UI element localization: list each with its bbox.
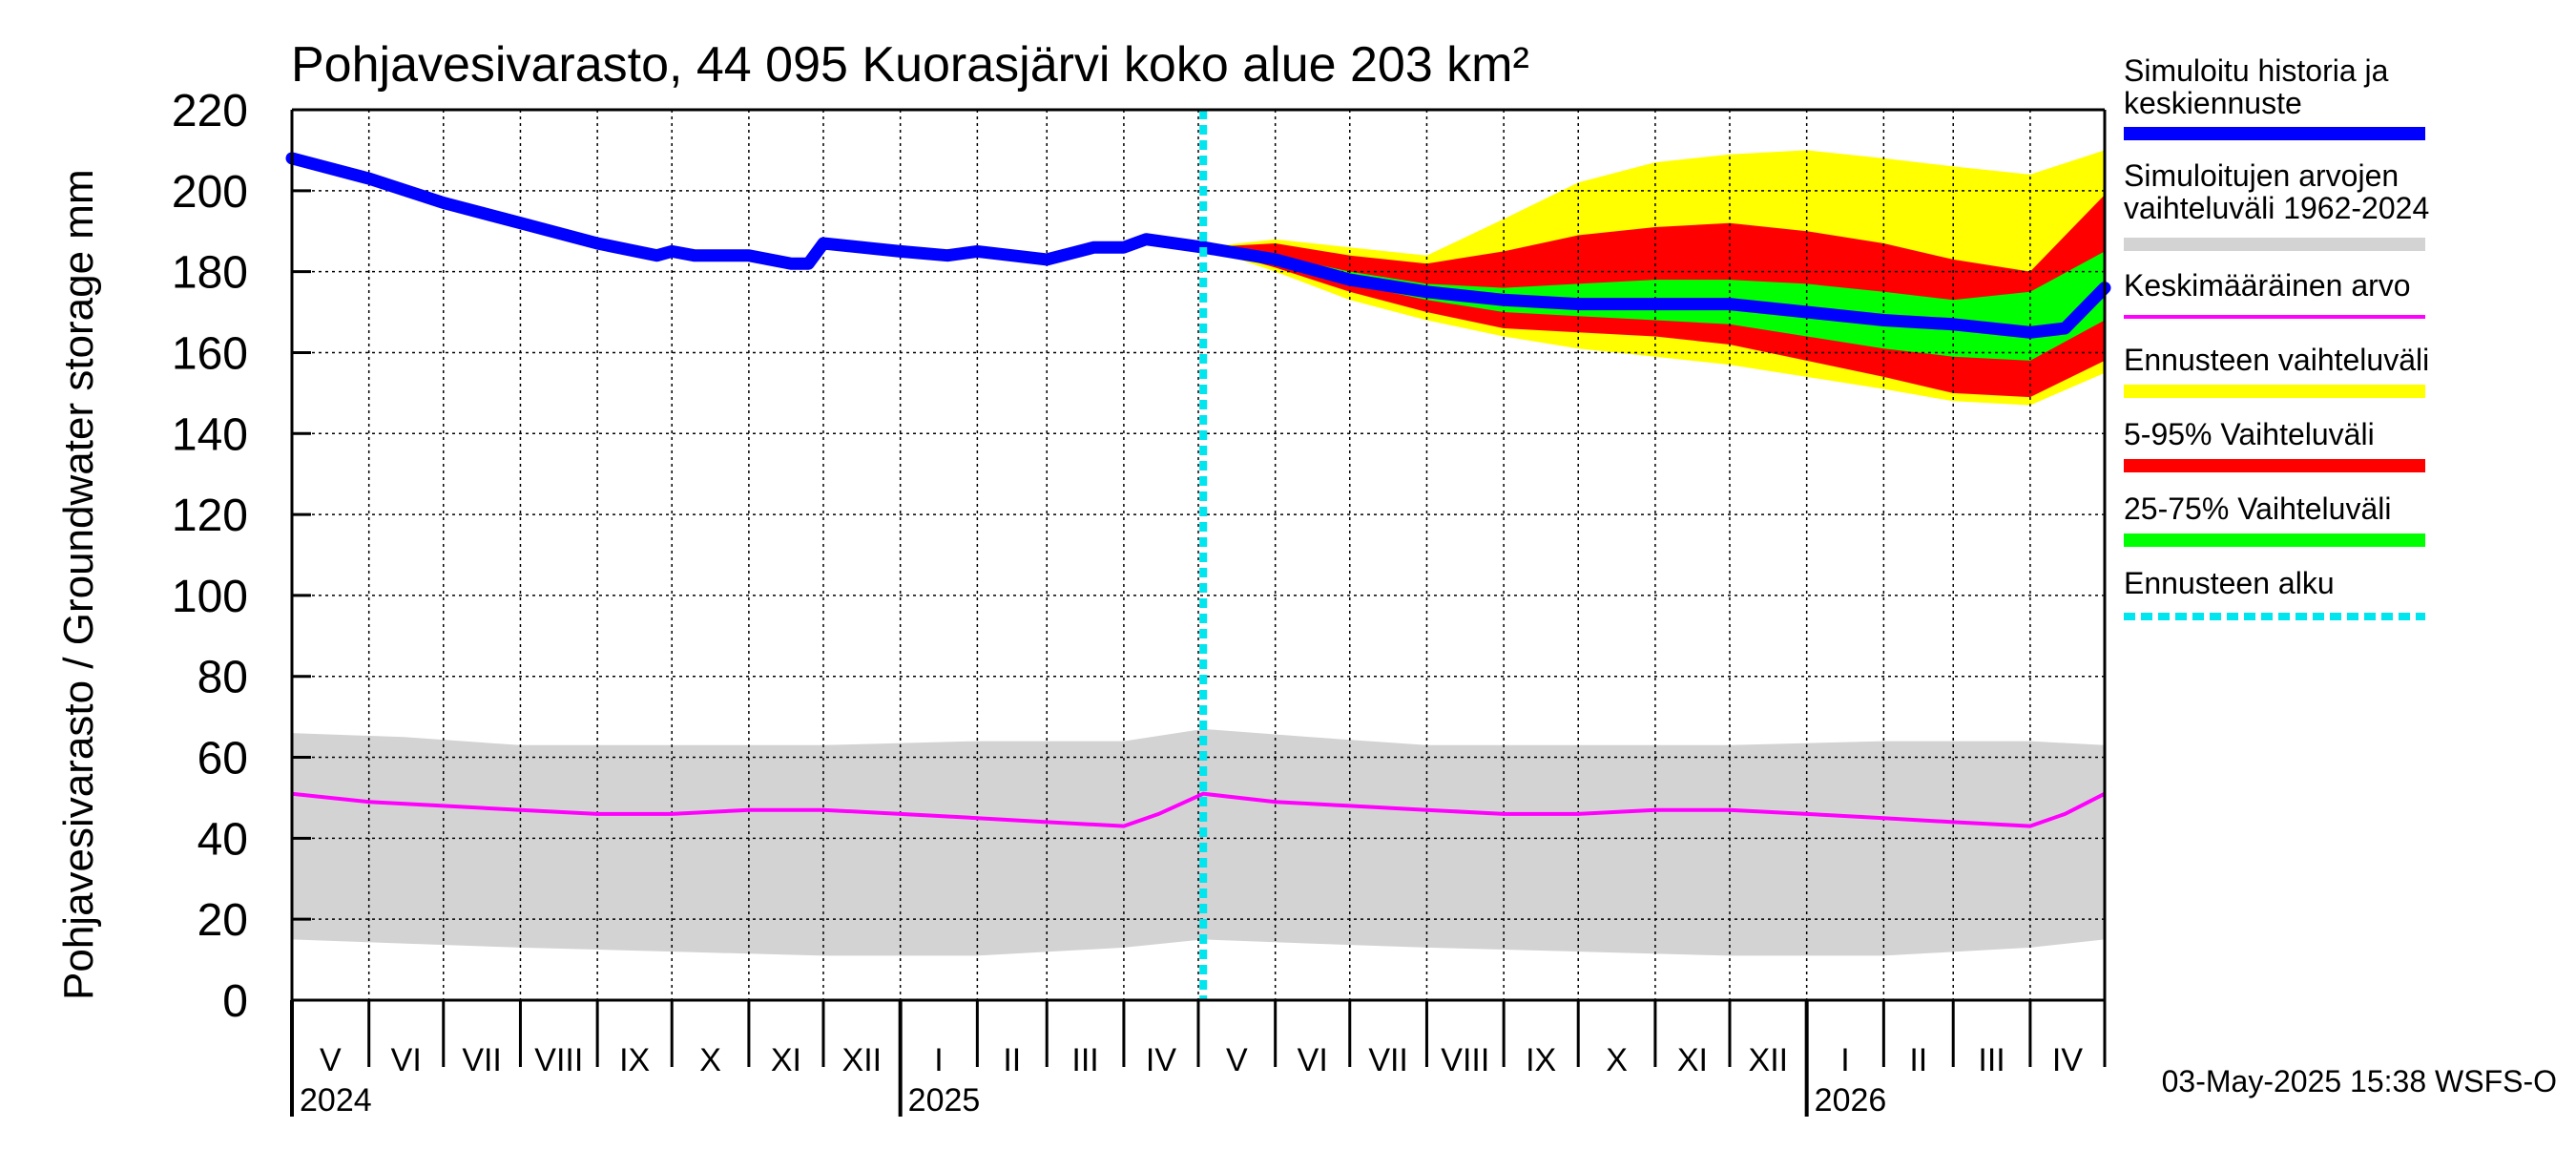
legend: Simuloitu historia ja keskiennuste Simuloi…	[2124, 53, 2429, 620]
month-label: XI	[1677, 1042, 1708, 1078]
month-label: V	[320, 1042, 342, 1078]
month-label: I	[1840, 1042, 1849, 1078]
y-tick-label: 160	[172, 328, 248, 379]
legend-item: Simuloitu historia ja keskiennuste	[2124, 53, 2425, 140]
legend-item: Ennusteen alku	[2124, 566, 2425, 620]
month-label: XII	[1749, 1042, 1789, 1078]
y-tick-label: 40	[197, 814, 248, 865]
month-label: VI	[391, 1042, 422, 1078]
month-label: VII	[462, 1042, 502, 1078]
legend-item: Simuloitujen arvojen vaihteluväli 1962-20…	[2124, 158, 2429, 251]
legend-label: Simuloitujen arvojen vaihteluväli 1962-20…	[2124, 158, 2429, 225]
month-label: IV	[1146, 1042, 1176, 1078]
line-layer	[285, 110, 2111, 1000]
y-tick-label: 200	[172, 167, 248, 218]
year-label: 2025	[908, 1082, 981, 1119]
legend-label: Ennusteen vaihteluväli	[2124, 343, 2429, 377]
legend-label: 5-95% Vaihteluväli	[2124, 417, 2375, 451]
month-label: I	[934, 1042, 943, 1078]
year-label: 2026	[1815, 1082, 1887, 1119]
legend-swatch-blue	[2124, 127, 2425, 140]
month-label: IX	[1526, 1042, 1556, 1078]
legend-swatch-band	[2124, 238, 2425, 251]
y-tick-label: 20	[197, 895, 248, 946]
month-label: XII	[842, 1042, 883, 1078]
month-label: VIII	[534, 1042, 583, 1078]
y-tick-label: 60	[197, 734, 248, 784]
year-label: 2024	[300, 1082, 372, 1119]
month-label: VII	[1368, 1042, 1408, 1078]
month-label: V	[1226, 1042, 1248, 1078]
month-label: III	[1071, 1042, 1098, 1078]
historical-range-band	[292, 728, 2105, 956]
month-label: III	[1978, 1042, 2005, 1078]
band-layer	[292, 150, 2105, 956]
month-label: VIII	[1441, 1042, 1489, 1078]
y-tick-label: 120	[172, 491, 248, 541]
y-axis-label: Pohjavesivarasto / Groundwater storage m…	[55, 169, 102, 1000]
month-label: X	[699, 1042, 721, 1078]
legend-label: Keskimääräinen arvo	[2124, 268, 2411, 303]
mean-line	[291, 791, 2106, 828]
month-label: VI	[1298, 1042, 1328, 1078]
legend-item: Ennusteen vaihteluväli	[2124, 343, 2429, 398]
month-label: IX	[619, 1042, 650, 1078]
timestamp: 03-May-2025 15:38 WSFS-O	[2162, 1064, 2557, 1098]
month-label: X	[1606, 1042, 1628, 1078]
legend-label: Simuloitu historia ja keskiennuste	[2124, 53, 2389, 120]
chart-title: Pohjavesivarasto, 44 095 Kuorasjärvi kok…	[291, 37, 1529, 93]
y-tick-label: 220	[172, 86, 248, 136]
legend-label: Ennusteen alku	[2124, 566, 2335, 600]
legend-swatch-line	[2124, 315, 2425, 319]
month-label: IV	[2052, 1042, 2083, 1078]
legend-swatch-band	[2124, 533, 2425, 547]
legend-item: 25-75% Vaihteluväli	[2124, 491, 2425, 547]
y-tick-label: 80	[197, 653, 248, 703]
month-label: XI	[771, 1042, 801, 1078]
legend-swatch-band	[2124, 385, 2425, 398]
y-tick-label: 100	[172, 572, 248, 622]
legend-label: 25-75% Vaihteluväli	[2124, 491, 2391, 526]
legend-swatch-band	[2124, 459, 2425, 472]
y-tick-label: 180	[172, 248, 248, 299]
history-forecast-line	[285, 152, 2111, 339]
y-tick-label: 140	[172, 409, 248, 460]
legend-item: 5-95% Vaihteluväli	[2124, 417, 2425, 472]
y-tick-label: 0	[222, 976, 248, 1027]
month-label: II	[1909, 1042, 1927, 1078]
month-label: II	[1003, 1042, 1021, 1078]
legend-item: Keskimääräinen arvo	[2124, 268, 2425, 319]
